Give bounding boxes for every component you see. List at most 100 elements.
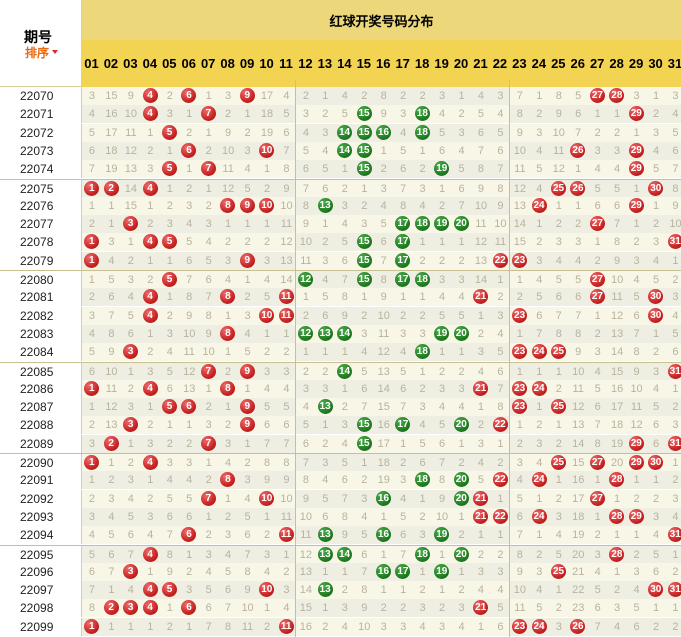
omission-count: 2 [120, 379, 141, 398]
omission-count: 10 [354, 617, 375, 636]
omission-count: 1 [315, 416, 336, 435]
omission-count: 16 [373, 416, 394, 435]
drawn-ball: 8 [220, 380, 236, 396]
omission-count: 19 [101, 160, 122, 179]
omission-count: 5 [393, 507, 414, 526]
number-header-20: 20 [453, 56, 469, 71]
omission-count: 7 [373, 251, 394, 270]
omission-count: 15 [607, 362, 628, 381]
omission-count: 1 [257, 215, 277, 234]
drawn-ball: 26 [570, 618, 586, 634]
drawn-ball: 23 [512, 380, 528, 396]
omission-count: 2 [393, 306, 414, 325]
omission-count: 2 [509, 434, 530, 453]
omission-count: 5 [334, 105, 355, 124]
period-number: 22077 [0, 215, 82, 234]
omission-count: 3 [295, 105, 316, 124]
omission-count: 4 [471, 362, 491, 381]
omission-count: 9 [373, 288, 394, 307]
omission-count: 4 [646, 141, 666, 160]
drawn-ball: 3 [123, 216, 139, 232]
omission-count: 8 [509, 105, 530, 124]
omission-count: 1 [82, 398, 102, 417]
omission-count: 1 [198, 454, 219, 472]
omission-count: 11 [295, 526, 316, 545]
omission-count: 4 [665, 306, 681, 325]
drawn-ball: 2 [103, 180, 119, 196]
sort-link[interactable]: 排序 [25, 46, 50, 60]
omission-count: 1 [509, 362, 530, 381]
period-number: 22073 [0, 141, 82, 160]
omission-count: 5 [529, 599, 550, 618]
omission-count: 3 [646, 507, 666, 526]
omission-count: 2 [432, 599, 453, 618]
omission-count: 18 [257, 105, 277, 124]
omission-count: 4 [140, 526, 161, 545]
drawn-ball: 17 [395, 563, 411, 579]
omission-count: 2 [140, 416, 161, 435]
omission-count: 3 [393, 471, 414, 490]
omission-count: 2 [218, 105, 239, 124]
table-row: 22095 5 6 7 4 8 1 3 4 7 3 1 12 13 14 6 1 7 18 1 20 2 2 8 2 5 20 3 28… [0, 544, 681, 564]
omission-count: 1 [120, 362, 141, 381]
omission-count: 5 [607, 179, 628, 198]
omission-count: 5 [432, 123, 453, 142]
omission-count: 4 [334, 434, 355, 453]
drawn-ball: 30 [648, 289, 664, 305]
omission-count: 4 [82, 324, 102, 343]
omission-count: 4 [257, 271, 277, 289]
omission-count: 1 [373, 507, 394, 526]
omission-count: 4 [490, 105, 511, 124]
omission-count: 1 [412, 288, 433, 307]
drawn-ball: 8 [220, 289, 236, 305]
omission-count: 15 [120, 196, 141, 215]
drawn-ball: 10 [259, 582, 275, 598]
omission-count: 5 [451, 306, 472, 325]
drawn-ball: 7 [200, 106, 216, 122]
omission-count: 1 [451, 343, 472, 362]
omission-count: 14 [120, 179, 141, 198]
omission-count: 8 [626, 343, 647, 362]
omission-count: 5 [432, 306, 453, 325]
omission-count: 4 [587, 160, 608, 179]
omission-count: 17 [257, 87, 277, 105]
drawn-ball: 20 [453, 546, 469, 562]
drawn-ball: 27 [589, 490, 605, 506]
omission-count: 10 [101, 362, 122, 381]
omission-count: 6 [295, 160, 316, 179]
drawn-ball: 5 [162, 234, 178, 250]
omission-count: 5 [451, 160, 472, 179]
omission-count: 6 [276, 416, 297, 435]
drawn-ball: 29 [628, 161, 644, 177]
omission-count: 1 [490, 489, 511, 508]
omission-count: 6 [587, 599, 608, 618]
omission-count: 5 [198, 581, 219, 600]
omission-count: 1 [218, 489, 239, 508]
omission-count: 12 [276, 233, 297, 252]
drawn-ball: 14 [337, 546, 353, 562]
omission-count: 3 [120, 398, 141, 417]
omission-count: 3 [140, 434, 161, 453]
omission-count: 3 [373, 179, 394, 198]
omission-count: 3 [179, 454, 200, 472]
omission-count: 19 [373, 471, 394, 490]
omission-count: 5 [626, 288, 647, 307]
omission-count: 13 [179, 379, 200, 398]
omission-count: 9 [159, 562, 180, 581]
drawn-ball: 1 [84, 234, 100, 250]
table-row: 22096 6 7 3 1 9 2 4 5 8 4 2 13 1 1 7 16 17 1 19 1 3 3 9 3 25 21 4 1 3… [0, 562, 681, 581]
omission-count: 6 [393, 526, 414, 545]
sort-arrow-icon[interactable] [52, 50, 58, 54]
omission-count: 7 [393, 545, 414, 564]
omission-count: 6 [393, 160, 414, 179]
omission-count: 8 [373, 87, 394, 105]
omission-count: 5 [393, 362, 414, 381]
drawn-ball: 24 [531, 344, 547, 360]
drawn-ball: 30 [648, 455, 664, 470]
omission-count: 2 [646, 617, 666, 636]
omission-count: 15 [295, 599, 316, 618]
omission-count: 7 [568, 123, 589, 142]
omission-count: 1 [587, 471, 608, 490]
drawn-ball: 7 [200, 490, 216, 506]
omission-count: 2 [315, 617, 336, 636]
